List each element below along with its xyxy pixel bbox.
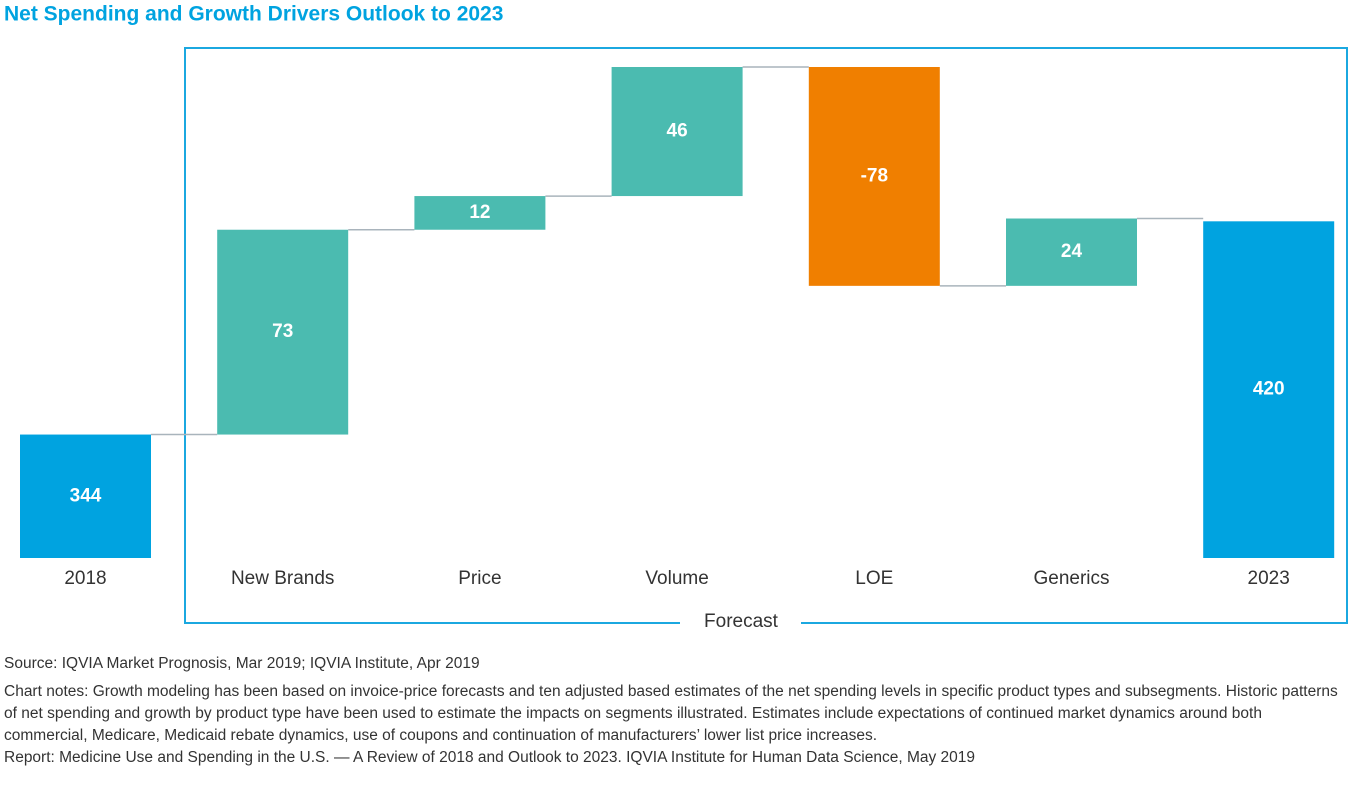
bar — [1203, 221, 1335, 559]
x-tick-label: Volume — [645, 568, 708, 589]
data-label: 73 — [272, 321, 293, 342]
source-note: Source: IQVIA Market Prognosis, Mar 2019… — [4, 655, 480, 672]
bracket-label: Forecast — [704, 611, 779, 632]
data-label: 12 — [469, 202, 490, 223]
x-tick-label: LOE — [855, 568, 893, 589]
bar — [217, 229, 349, 435]
report-note: Report: Medicine Use and Spending in the… — [4, 749, 976, 766]
bar — [808, 67, 940, 286]
bar — [1006, 218, 1137, 286]
chart-title: Net Spending and Growth Drivers Outlook … — [4, 3, 503, 26]
data-label: -78 — [861, 165, 888, 186]
bar — [611, 67, 743, 197]
data-label: 46 — [667, 121, 688, 142]
data-label: 344 — [70, 485, 102, 506]
x-tick-label: 2018 — [64, 568, 106, 589]
data-label: 420 — [1253, 379, 1285, 400]
data-label: 24 — [1061, 241, 1083, 262]
chart-note: Chart notes: Growth modeling has been ba… — [4, 683, 1338, 744]
x-tick-label: 2023 — [1248, 568, 1290, 589]
notes: Source: IQVIA Market Prognosis, Mar 2019… — [4, 653, 1340, 769]
x-tick-label: New Brands — [231, 568, 335, 589]
chart: Net Spending and Growth Drivers Outlook … — [4, 3, 1348, 632]
bar — [414, 196, 546, 230]
x-tick-label: Price — [458, 568, 501, 589]
forecast-bracket — [184, 47, 1348, 624]
x-tick-label: Generics — [1033, 568, 1109, 589]
bar — [20, 434, 151, 558]
